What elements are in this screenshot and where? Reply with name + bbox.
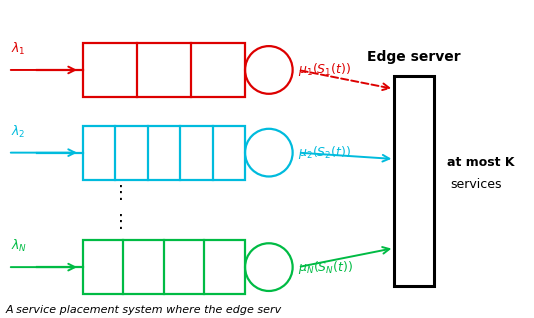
Text: $\mu_1(S_1(t))$: $\mu_1(S_1(t))$ (298, 61, 351, 79)
Bar (83, 43, 245, 97)
Bar (83, 126, 245, 180)
Text: at most K: at most K (447, 156, 515, 169)
Text: $\vdots$: $\vdots$ (111, 211, 123, 231)
Text: $\mu_N(S_N(t))$: $\mu_N(S_N(t))$ (298, 259, 353, 276)
Text: services: services (450, 178, 501, 191)
Text: Edge server: Edge server (367, 50, 461, 64)
Bar (83, 240, 245, 294)
Text: $\vdots$: $\vdots$ (111, 183, 123, 202)
Text: $\lambda_1$: $\lambda_1$ (11, 41, 25, 57)
Text: $\lambda_N$: $\lambda_N$ (11, 238, 27, 254)
Text: $\lambda_2$: $\lambda_2$ (11, 124, 25, 140)
Text: $\mu_2(S_2(t))$: $\mu_2(S_2(t))$ (298, 144, 351, 161)
Text: A service placement system where the edge serv: A service placement system where the edg… (5, 305, 281, 315)
Bar (394, 76, 434, 286)
